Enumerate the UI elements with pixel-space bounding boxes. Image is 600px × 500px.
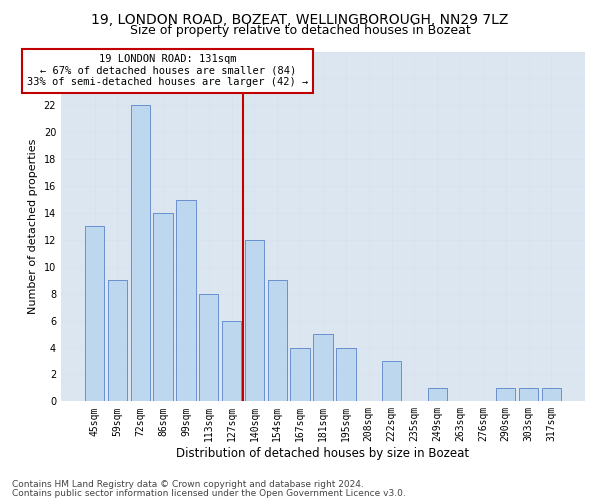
Bar — [154, 213, 173, 402]
Bar — [336, 348, 356, 402]
Text: 19, LONDON ROAD, BOZEAT, WELLINGBOROUGH, NN29 7LZ: 19, LONDON ROAD, BOZEAT, WELLINGBOROUGH,… — [91, 12, 509, 26]
Text: Contains HM Land Registry data © Crown copyright and database right 2024.: Contains HM Land Registry data © Crown c… — [12, 480, 364, 489]
Bar — [199, 294, 218, 402]
Bar — [107, 280, 127, 402]
Bar — [519, 388, 538, 402]
X-axis label: Distribution of detached houses by size in Bozeat: Distribution of detached houses by size … — [176, 447, 470, 460]
Bar — [222, 320, 241, 402]
Bar — [268, 280, 287, 402]
Text: 19 LONDON ROAD: 131sqm
← 67% of detached houses are smaller (84)
33% of semi-det: 19 LONDON ROAD: 131sqm ← 67% of detached… — [27, 54, 308, 88]
Text: Size of property relative to detached houses in Bozeat: Size of property relative to detached ho… — [130, 24, 470, 37]
Text: Contains public sector information licensed under the Open Government Licence v3: Contains public sector information licen… — [12, 488, 406, 498]
Bar — [176, 200, 196, 402]
Bar — [290, 348, 310, 402]
Bar — [542, 388, 561, 402]
Bar — [496, 388, 515, 402]
Bar — [85, 226, 104, 402]
Y-axis label: Number of detached properties: Number of detached properties — [28, 138, 38, 314]
Bar — [313, 334, 333, 402]
Bar — [382, 361, 401, 402]
Bar — [245, 240, 264, 402]
Bar — [131, 106, 150, 402]
Bar — [428, 388, 447, 402]
